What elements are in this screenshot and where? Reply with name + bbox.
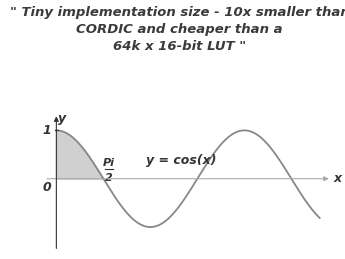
Text: 0: 0 xyxy=(42,181,51,194)
Text: Pi: Pi xyxy=(103,158,115,168)
Text: x: x xyxy=(333,172,341,185)
Text: 2: 2 xyxy=(105,173,112,183)
Text: 1: 1 xyxy=(42,124,51,137)
Text: " Tiny implementation size - 10x smaller than
CORDIC and cheaper than a
64k x 16: " Tiny implementation size - 10x smaller… xyxy=(10,6,345,53)
Text: y: y xyxy=(58,112,66,125)
Text: y = cos(x): y = cos(x) xyxy=(146,154,217,167)
